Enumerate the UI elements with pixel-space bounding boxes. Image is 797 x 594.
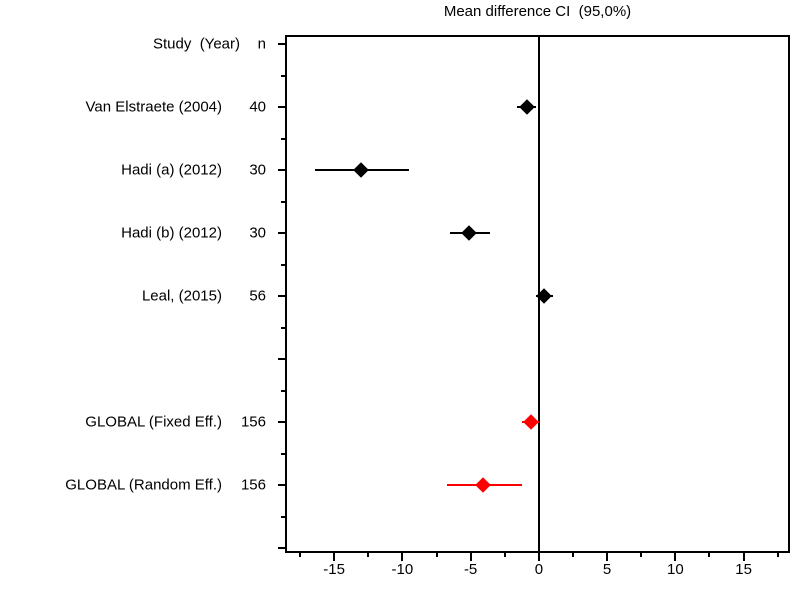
y-axis-minor-tick xyxy=(281,138,285,140)
x-axis-major-tick xyxy=(537,553,540,561)
x-axis-minor-tick xyxy=(435,553,438,557)
x-axis-tick-label: -5 xyxy=(463,561,478,578)
study-n-value: 30 xyxy=(249,224,266,242)
study-n-value: 56 xyxy=(249,287,266,305)
y-axis-major-tick xyxy=(278,106,285,108)
x-axis-minor-tick xyxy=(367,553,370,557)
y-axis-major-tick xyxy=(278,547,285,549)
study-label: Van Elstraete (2004) xyxy=(85,98,222,116)
column-header-n: n xyxy=(257,35,266,53)
y-axis-minor-tick xyxy=(281,390,285,392)
y-axis-minor-tick xyxy=(281,327,285,329)
y-axis-minor-tick xyxy=(281,516,285,518)
y-axis-minor-tick xyxy=(281,264,285,266)
y-axis-major-tick xyxy=(278,358,285,360)
y-axis-major-tick xyxy=(278,295,285,297)
x-axis-tick-label: 0 xyxy=(534,561,544,578)
y-axis-major-tick xyxy=(278,43,285,45)
x-axis-major-tick xyxy=(606,553,609,561)
y-axis-major-tick xyxy=(278,484,285,486)
study-n-value: 156 xyxy=(240,476,266,494)
x-axis-major-tick xyxy=(674,553,677,561)
x-axis-minor-tick xyxy=(640,553,643,557)
study-label: Hadi (a) (2012) xyxy=(121,161,222,179)
x-axis-major-tick xyxy=(401,553,404,561)
x-axis-tick-label: -10 xyxy=(391,561,414,578)
x-axis-major-tick xyxy=(742,553,745,561)
x-axis-tick-label: 10 xyxy=(667,561,684,578)
study-n-value: 156 xyxy=(240,413,266,431)
column-header-study-year: Study (Year) xyxy=(153,35,240,53)
x-axis-tick-label: 5 xyxy=(602,561,612,578)
y-axis-major-tick xyxy=(278,169,285,171)
x-axis-minor-tick xyxy=(299,553,301,557)
y-axis-minor-tick xyxy=(281,453,285,455)
study-n-value: 30 xyxy=(249,161,266,179)
study-label: GLOBAL (Fixed Eff.) xyxy=(85,413,222,431)
x-axis-minor-tick xyxy=(776,553,779,557)
x-axis-major-tick xyxy=(469,553,472,561)
study-label: Leal, (2015) xyxy=(141,287,222,305)
x-axis-minor-tick xyxy=(708,553,711,557)
x-axis-major-tick xyxy=(333,553,336,561)
y-axis-major-tick xyxy=(278,232,285,234)
x-axis-minor-tick xyxy=(571,553,574,557)
y-axis-minor-tick xyxy=(281,201,285,203)
study-label: Hadi (b) (2012) xyxy=(121,224,222,242)
study-label: GLOBAL (Random Eff.) xyxy=(65,476,222,494)
x-axis-minor-tick xyxy=(503,553,506,557)
x-axis-tick-label: 15 xyxy=(735,561,752,578)
y-axis-minor-tick xyxy=(281,75,285,77)
x-axis-tick-label: -15 xyxy=(323,561,345,578)
study-n-value: 40 xyxy=(249,98,266,116)
chart-title: Mean difference CI (95,0%) xyxy=(443,3,632,20)
y-axis-major-tick xyxy=(278,421,285,423)
